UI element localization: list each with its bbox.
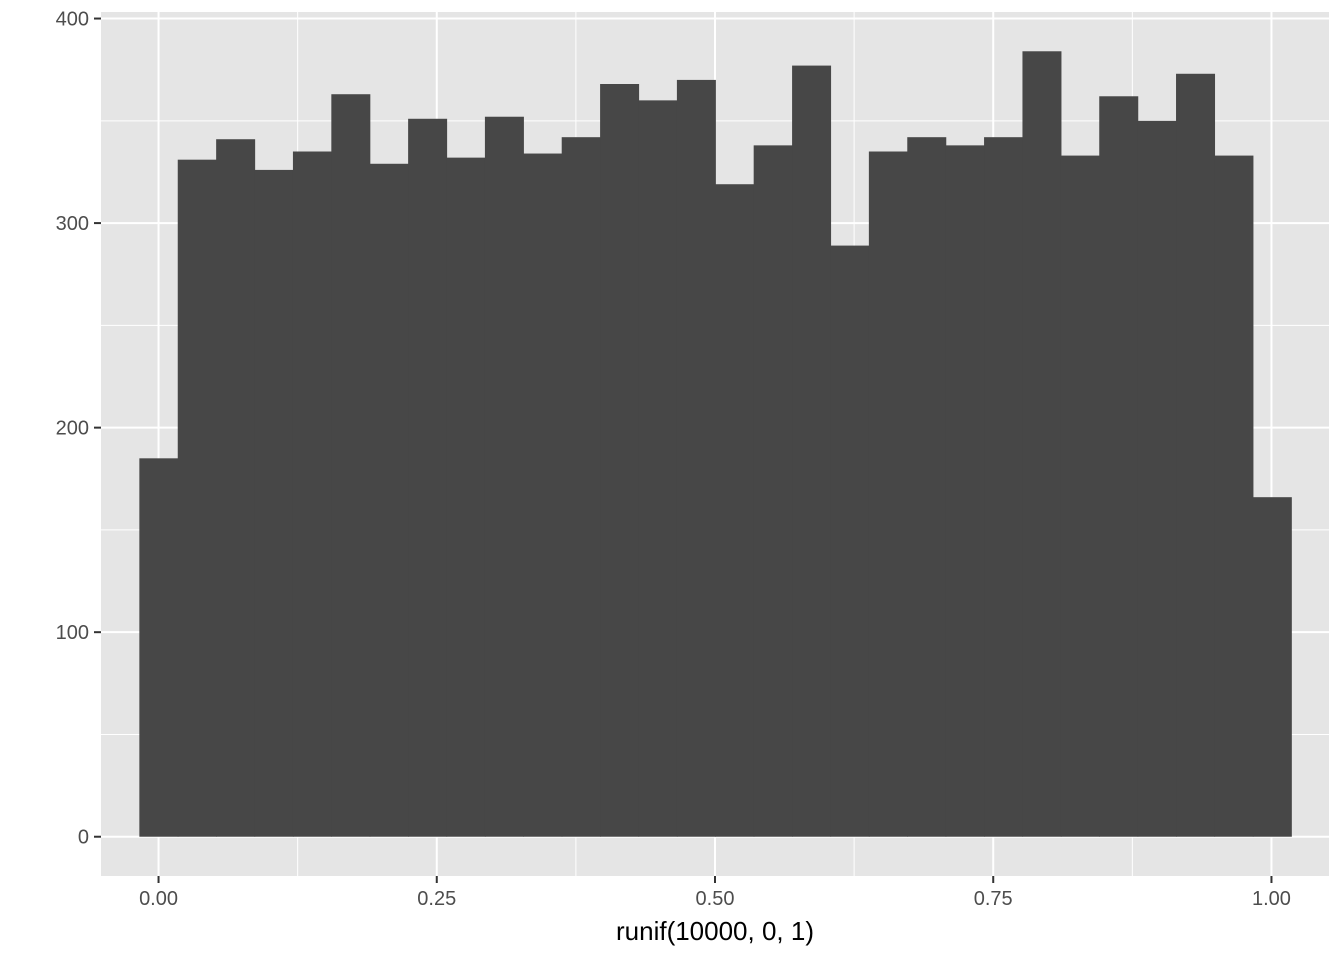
histogram-bar bbox=[523, 153, 563, 837]
histogram-bar bbox=[139, 458, 179, 837]
x-tick-label: 0.25 bbox=[417, 888, 456, 910]
histogram-bar bbox=[369, 163, 409, 837]
histogram-bar bbox=[753, 145, 793, 837]
x-tick-label: 0.75 bbox=[974, 888, 1013, 910]
histogram-bar bbox=[638, 100, 678, 837]
x-axis: 0.00 0.25 0.50 0.75 1.00 bbox=[139, 876, 1291, 910]
histogram-bar bbox=[1022, 51, 1062, 837]
x-tick-label: 0.50 bbox=[696, 888, 735, 910]
histogram-bar bbox=[1252, 497, 1292, 837]
y-tick-label: 200 bbox=[56, 418, 89, 440]
histogram-bar bbox=[830, 245, 870, 837]
histogram-bar bbox=[561, 137, 601, 837]
histogram-bar bbox=[1176, 73, 1216, 837]
histogram-bar bbox=[216, 139, 256, 837]
histogram-bar bbox=[446, 157, 486, 837]
histogram-bar bbox=[484, 116, 524, 837]
histogram-bar bbox=[177, 159, 217, 837]
histogram-bar bbox=[1099, 96, 1139, 837]
x-axis-title: runif(10000, 0, 1) bbox=[616, 916, 814, 946]
histogram-bars bbox=[139, 51, 1292, 837]
histogram-bar bbox=[408, 118, 448, 837]
histogram-bar bbox=[1060, 155, 1100, 837]
histogram-bar bbox=[600, 84, 640, 837]
histogram-bar bbox=[715, 184, 755, 837]
histogram-bar bbox=[907, 137, 947, 837]
histogram-bar bbox=[792, 65, 832, 837]
y-tick-label: 400 bbox=[56, 9, 89, 31]
histogram-bar bbox=[292, 151, 332, 837]
y-tick-label: 300 bbox=[56, 213, 89, 235]
x-tick-label: 1.00 bbox=[1252, 888, 1291, 910]
histogram-bar bbox=[331, 94, 371, 837]
histogram-bar bbox=[1214, 155, 1254, 837]
histogram-bar bbox=[984, 137, 1024, 837]
y-axis: 0 100 200 300 400 bbox=[56, 9, 101, 849]
histogram-bar bbox=[676, 79, 716, 837]
y-tick-label: 100 bbox=[56, 622, 89, 644]
x-tick-label: 0.00 bbox=[139, 888, 178, 910]
histogram-bar bbox=[254, 169, 294, 837]
histogram-bar bbox=[1137, 120, 1177, 837]
y-tick-label: 0 bbox=[78, 827, 89, 849]
histogram-bar bbox=[945, 145, 985, 837]
histogram-bar bbox=[868, 151, 908, 837]
